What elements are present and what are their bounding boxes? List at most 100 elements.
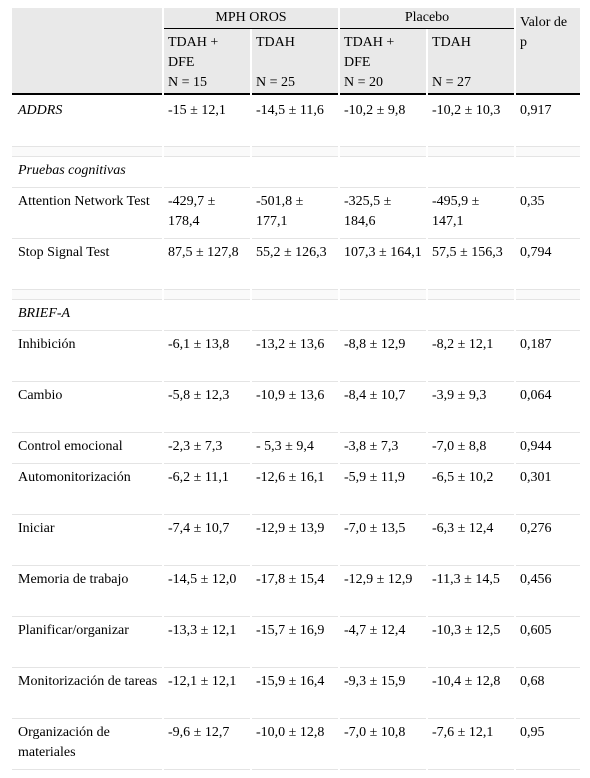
table-row: Monitorización de tareas -12,1 ± 12,1 -15,… [12, 668, 581, 719]
table-cell: 0,95 [516, 719, 581, 770]
group-mph-header: MPH OROS [164, 8, 339, 29]
row-label: Stop Signal Test [12, 239, 162, 290]
table-cell: -3,8 ± 7,3 [340, 433, 427, 464]
table-cell: -7,0 ± 10,8 [340, 719, 427, 770]
table-cell: -10,0 ± 12,8 [252, 719, 339, 770]
column-label: TDAH + DFE [344, 35, 395, 70]
table-cell: 0,187 [516, 331, 581, 382]
table-cell: -501,8 ± 177,1 [252, 188, 339, 239]
table-row: Control emocional -2,3 ± 7,3- 5,3 ± 9,4 -3… [12, 433, 581, 464]
table-row: Automonitorización -6,2 ± 11,1 -12,6 ± 16,… [12, 464, 581, 515]
spacer-row [12, 290, 581, 300]
table-cell: -10,2 ± 10,3 [428, 95, 515, 147]
column-label: TDAH [432, 35, 471, 50]
row-label: Cambio [12, 382, 162, 433]
table-row: Stop Signal Test 87,5 ± 127,8 55,2 ± 126… [12, 239, 581, 290]
table-cell: 0,605 [516, 617, 581, 668]
table-cell: -17,8 ± 15,4 [252, 566, 339, 617]
table-cell: -10,2 ± 9,8 [340, 95, 427, 147]
table-cell: -9,3 ± 15,9 [340, 668, 427, 719]
table-row: Iniciar -7,4 ± 10,7 -12,9 ± 13,9 -7,0 ± 13,… [12, 515, 581, 566]
table-cell: -325,5 ± 184,6 [340, 188, 427, 239]
table-cell: 0,456 [516, 566, 581, 617]
table-cell: 0,276 [516, 515, 581, 566]
table-cell: -14,5 ± 11,6 [252, 95, 339, 147]
column-label: Valor de p [520, 15, 568, 50]
table-cell: 0,35 [516, 188, 581, 239]
table-cell: -8,8 ± 12,9 [340, 331, 427, 382]
column-header: Valor de p [516, 15, 581, 93]
table-cell: -12,9 ± 13,9 [252, 515, 339, 566]
section-label: BRIEF-A [12, 300, 162, 331]
spacer-row [12, 147, 581, 157]
table-cell: -6,1 ± 13,8 [164, 331, 250, 382]
group-empty-cell [516, 8, 581, 29]
row-label: Automonitorización [12, 464, 162, 515]
column-label: TDAH [256, 35, 295, 50]
row-label: Planificar/organizar [12, 617, 162, 668]
table-cell: 0,301 [516, 464, 581, 515]
table-cell: -10,4 ± 12,8 [428, 668, 515, 719]
table-cell: -8,2 ± 12,1 [428, 331, 515, 382]
table-cell: 107,3 ± 164,1 [340, 239, 427, 290]
table-cell: -7,0 ± 8,8 [428, 433, 515, 464]
column-header: TDAH N = 25 [252, 29, 339, 93]
column-header: TDAH + DFE N = 15 [164, 29, 250, 93]
table-cell: -10,3 ± 12,5 [428, 617, 515, 668]
column-header: TDAH N = 27 [428, 29, 515, 93]
row-label: Memoria de trabajo [12, 566, 162, 617]
table-cell: -5,8 ± 12,3 [164, 382, 250, 433]
table-cell: -7,4 ± 10,7 [164, 515, 250, 566]
table-cell: 55,2 ± 126,3 [252, 239, 339, 290]
table-cell: -15 ± 12,1 [164, 95, 250, 147]
column-n: N = 20 [344, 75, 384, 90]
table-cell: -6,5 ± 10,2 [428, 464, 515, 515]
table-cell: -7,0 ± 13,5 [340, 515, 427, 566]
table-cell: -429,7 ± 178,4 [164, 188, 250, 239]
row-label: Organización de materiales [12, 719, 162, 770]
table-cell: -6,3 ± 12,4 [428, 515, 515, 566]
column-n: N = 15 [168, 75, 208, 90]
section-row: BRIEF-A [12, 300, 581, 331]
table-row: Cambio -5,8 ± 12,3 -10,9 ± 13,6 -8,4 ± 10,7… [12, 382, 581, 433]
corner-cell [12, 8, 162, 93]
column-label: TDAH + DFE [168, 35, 219, 70]
row-label: Control emocional [12, 433, 162, 464]
table-cell: -2,3 ± 7,3 [164, 433, 250, 464]
table-cell: 0,794 [516, 239, 581, 290]
row-label: ADDRS [12, 95, 162, 147]
table-cell: -8,4 ± 10,7 [340, 382, 427, 433]
row-label: Inhibición [12, 331, 162, 382]
table-cell: -12,9 ± 12,9 [340, 566, 427, 617]
table-cell: -4,7 ± 12,4 [340, 617, 427, 668]
table-cell: -15,9 ± 16,4 [252, 668, 339, 719]
table-cell: - 5,3 ± 9,4 [252, 433, 339, 464]
table-cell: 0,68 [516, 668, 581, 719]
table-cell: -13,3 ± 12,1 [164, 617, 250, 668]
table-cell: -14,5 ± 12,0 [164, 566, 250, 617]
table-cell: 57,5 ± 156,3 [428, 239, 515, 290]
column-n: N = 27 [432, 75, 472, 90]
table-cell: -5,9 ± 11,9 [340, 464, 427, 515]
table-row: Attention Network Test -429,7 ± 178,4 -5… [12, 188, 581, 239]
table-cell: -12,1 ± 12,1 [164, 668, 250, 719]
table-row: Memoria de trabajo -14,5 ± 12,0 -17,8 ± 15… [12, 566, 581, 617]
table-cell: 87,5 ± 127,8 [164, 239, 250, 290]
row-label: Monitorización de tareas [12, 668, 162, 719]
results-table: MPH OROS Placebo TDAH + DFE N = 15 TDAH N … [10, 8, 582, 770]
group-placebo-header: Placebo [340, 8, 515, 29]
table-cell: -13,2 ± 13,6 [252, 331, 339, 382]
row-label: Iniciar [12, 515, 162, 566]
table-cell: -7,6 ± 12,1 [428, 719, 515, 770]
section-row: Pruebas cognitivas [12, 157, 581, 188]
table-row: Inhibición -6,1 ± 13,8 -13,2 ± 13,6 -8,8 ± … [12, 331, 581, 382]
column-n [520, 53, 576, 73]
table-cell: -9,6 ± 12,7 [164, 719, 250, 770]
table-cell: -6,2 ± 11,1 [164, 464, 250, 515]
table-cell: -10,9 ± 13,6 [252, 382, 339, 433]
table-row: Planificar/organizar -13,3 ± 12,1 -15,7 ± … [12, 617, 581, 668]
table-cell: 0,064 [516, 382, 581, 433]
table-row: ADDRS -15 ± 12,1 -14,5 ± 11,6 -10,2 ± 9,… [12, 95, 581, 147]
table-cell: 0,917 [516, 95, 581, 147]
column-header: TDAH + DFE N = 20 [340, 29, 427, 93]
